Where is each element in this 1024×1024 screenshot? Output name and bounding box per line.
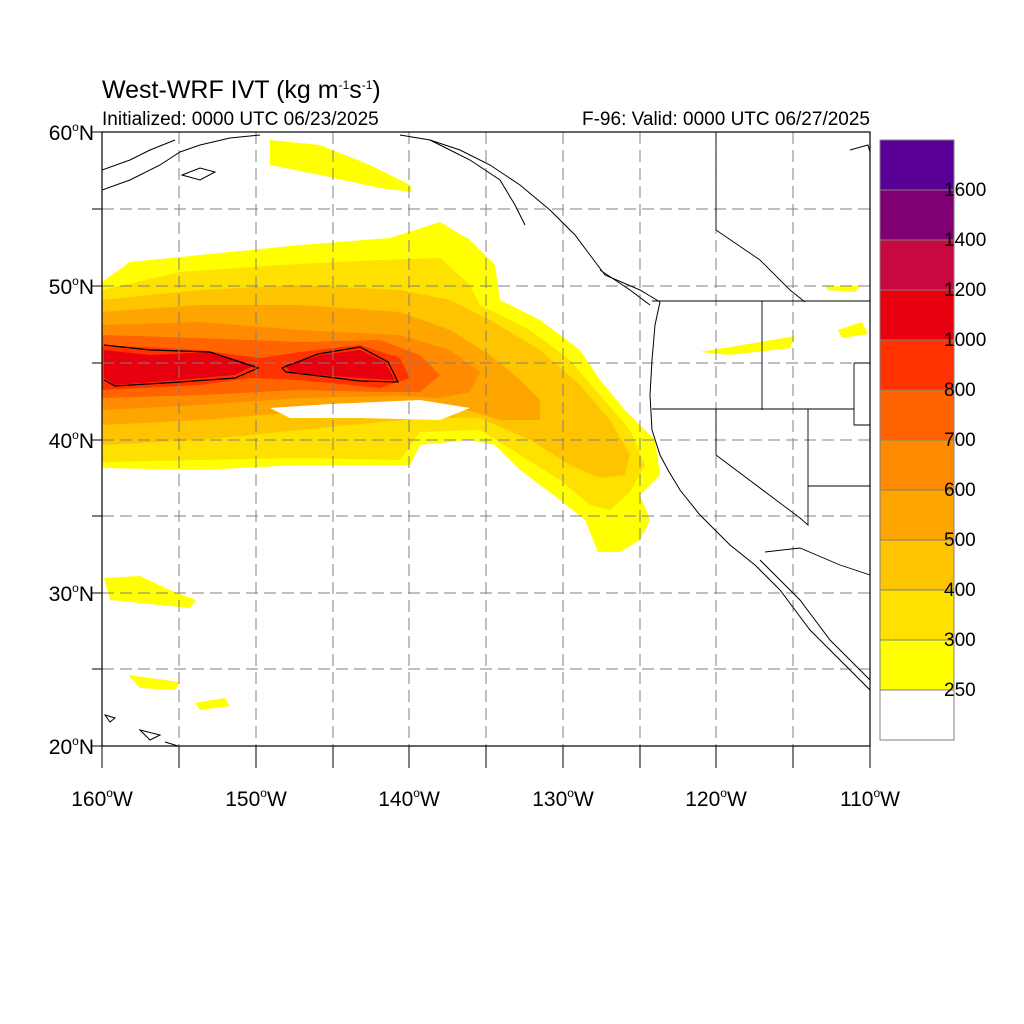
colorbar-label: 400 bbox=[944, 580, 976, 601]
ivt-contours bbox=[103, 344, 399, 387]
lon-label: 110oW bbox=[840, 786, 900, 811]
colorbar-label: 1400 bbox=[944, 230, 987, 251]
ivt-shade-250 bbox=[128, 675, 180, 690]
map-title: West-WRF IVT (kg m-1s-1) bbox=[102, 76, 381, 104]
colorbar-box bbox=[879, 389, 955, 441]
colorbar-label: 1600 bbox=[944, 180, 987, 201]
lat-label: 40oN bbox=[48, 428, 94, 453]
ivt-shade-250 bbox=[270, 140, 412, 192]
lon-label: 150oW bbox=[225, 786, 287, 811]
ivt-gap bbox=[270, 400, 470, 420]
colorbar-box bbox=[879, 539, 955, 591]
ivt-shade-250 bbox=[700, 336, 795, 355]
ivt-shade-250 bbox=[825, 286, 860, 292]
ivt-shade-250 bbox=[195, 698, 230, 710]
colorbar-box bbox=[879, 439, 955, 491]
axis-ticks bbox=[92, 131, 871, 768]
colorbar-label: 500 bbox=[944, 530, 976, 551]
lon-label: 120oW bbox=[685, 786, 747, 811]
lat-label: 30oN bbox=[48, 581, 94, 606]
ivt-shade-1000 bbox=[285, 350, 395, 380]
lat-label: 60oN bbox=[48, 120, 94, 145]
lon-label: 130oW bbox=[532, 786, 594, 811]
lon-label: 140oW bbox=[378, 786, 440, 811]
colorbar-label: 800 bbox=[944, 380, 976, 401]
ivt-field bbox=[102, 140, 868, 710]
ivt-shade-250 bbox=[104, 576, 196, 608]
lat-label: 50oN bbox=[48, 274, 94, 299]
colorbar-box bbox=[879, 339, 955, 391]
colorbar-label: 300 bbox=[944, 630, 976, 651]
lon-label: 160oW bbox=[71, 786, 133, 811]
colorbar-box bbox=[879, 139, 955, 191]
colorbar-box bbox=[879, 639, 955, 691]
initialized-time: Initialized: 0000 UTC 06/23/2025 bbox=[102, 109, 379, 130]
valid-time: F-96: Valid: 0000 UTC 06/27/2025 bbox=[582, 109, 870, 130]
colorbar-label: 250 bbox=[944, 680, 976, 701]
colorbar-label: 700 bbox=[944, 430, 976, 451]
colorbar-label: 1000 bbox=[944, 330, 987, 351]
colorbar-box bbox=[879, 489, 955, 541]
political-borders bbox=[652, 132, 870, 576]
colorbar-label: 600 bbox=[944, 480, 976, 501]
colorbar-box bbox=[879, 289, 955, 341]
lat-label: 20oN bbox=[48, 734, 94, 759]
colorbar-box bbox=[879, 239, 955, 291]
ivt-shade-250 bbox=[838, 322, 868, 338]
colorbar-box bbox=[879, 689, 955, 741]
colorbar bbox=[879, 139, 955, 741]
coastlines bbox=[102, 134, 870, 746]
colorbar-label: 1200 bbox=[944, 280, 987, 301]
colorbar-box bbox=[879, 189, 955, 241]
colorbar-box bbox=[879, 589, 955, 641]
map-gridlines bbox=[102, 132, 870, 746]
